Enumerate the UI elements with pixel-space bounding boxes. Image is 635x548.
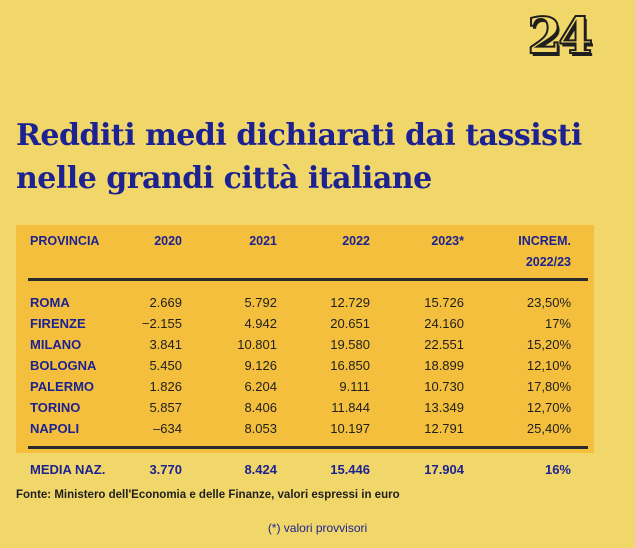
header-provincia: PROVINCIA <box>30 234 100 248</box>
header-2022: 2022 <box>342 234 370 248</box>
row-value: 12,10% <box>526 358 571 373</box>
row-value: 8.406 <box>244 400 277 415</box>
row-provincia: PALERMO <box>30 379 95 394</box>
total-label: MEDIA NAZ. <box>30 462 106 477</box>
row-value: 17,80% <box>526 379 571 394</box>
row-value: 4.942 <box>244 316 277 331</box>
row-value: 3.841 <box>149 337 182 352</box>
row-value: 11.844 <box>331 400 370 415</box>
row-provincia: BOLOGNA <box>30 358 97 373</box>
title-line-2: nelle grandi città italiane <box>16 161 432 196</box>
row-value: 12,70% <box>526 400 571 415</box>
row-provincia: TORINO <box>30 400 81 415</box>
row-value: 20.651 <box>330 316 370 331</box>
header-divider <box>28 278 588 281</box>
header-increm: INCREM. <box>518 234 571 248</box>
row-value: 10.197 <box>330 421 370 436</box>
header-increm-period: 2022/23 <box>525 255 571 269</box>
row-provincia: NAPOLI <box>30 421 80 436</box>
row-value: −2.155 <box>141 316 182 331</box>
row-value: 8.053 <box>244 421 277 436</box>
table-background <box>16 225 594 453</box>
row-value: 9.111 <box>339 379 370 394</box>
row-value: 5.450 <box>149 358 182 373</box>
total-increm: 16% <box>544 462 571 477</box>
source-note: Fonte: Ministero dell'Economia e delle F… <box>16 489 400 501</box>
total-2021: 8.424 <box>244 462 277 477</box>
footer-divider <box>28 446 588 449</box>
row-value: 5.792 <box>244 295 277 310</box>
row-provincia: ROMA <box>30 295 70 310</box>
row-value: 15,20% <box>526 337 571 352</box>
logo-24: 24 <box>526 5 594 66</box>
row-value: 16.850 <box>330 358 370 373</box>
row-value: 10.801 <box>237 337 277 352</box>
header-2021: 2021 <box>249 234 277 248</box>
row-value: 2.669 <box>149 295 182 310</box>
row-value: 1.826 <box>149 379 182 394</box>
row-value: 15.726 <box>424 295 464 310</box>
row-value: 18.899 <box>424 358 464 373</box>
row-value: 19.580 <box>330 337 370 352</box>
total-2022: 15.446 <box>330 462 370 477</box>
row-value: 17% <box>544 316 571 331</box>
row-value: 10.730 <box>424 379 464 394</box>
row-value: 25,40% <box>526 421 571 436</box>
row-value: 12.729 <box>330 295 370 310</box>
page-title: Redditi medi dichiarati dai tassisti nel… <box>16 114 616 200</box>
title-line-1: Redditi medi dichiarati dai tassisti <box>16 118 582 153</box>
row-value: 22.551 <box>424 337 464 352</box>
header-2023: 2023* <box>431 234 464 248</box>
row-value: 6.204 <box>244 379 277 394</box>
row-value: 23,50% <box>526 295 571 310</box>
row-provincia: FIRENZE <box>30 316 86 331</box>
row-value: 12.791 <box>424 421 464 436</box>
header-2020: 2020 <box>154 234 182 248</box>
row-provincia: MILANO <box>30 337 82 352</box>
row-value: 24.160 <box>424 316 464 331</box>
total-2020: 3.770 <box>149 462 182 477</box>
row-value: –634 <box>153 421 182 436</box>
row-value: 13.349 <box>424 400 464 415</box>
footnote: (*) valori provvisori <box>267 521 368 535</box>
total-2023: 17.904 <box>424 462 464 477</box>
row-value: 9.126 <box>244 358 277 373</box>
row-value: 5.857 <box>149 400 182 415</box>
